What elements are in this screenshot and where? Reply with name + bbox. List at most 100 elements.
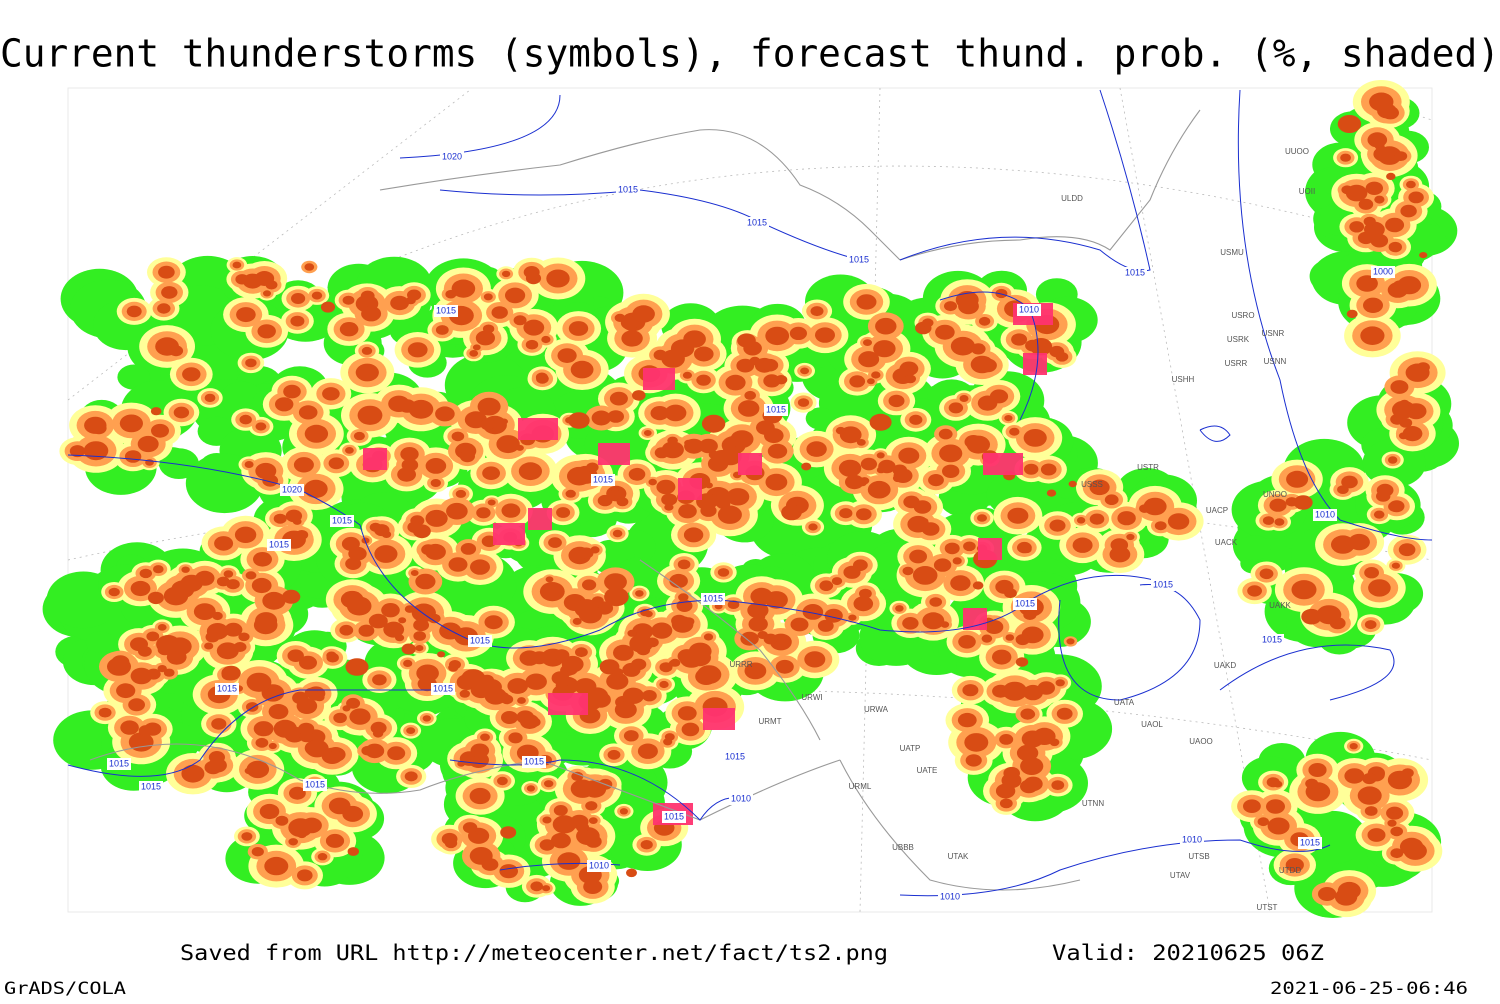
station-label: UAOO	[1189, 737, 1213, 746]
shade-blob	[508, 732, 523, 744]
shade-blob	[1390, 848, 1404, 859]
shade-blob	[358, 624, 375, 637]
isobar-label-bg	[522, 756, 546, 768]
isobar-label-bg	[662, 811, 686, 823]
shade-blob	[124, 450, 142, 463]
shade-blob	[750, 587, 773, 606]
shade-blob	[205, 631, 220, 643]
shade-blob	[501, 711, 518, 724]
station-label: UTST	[1257, 903, 1278, 912]
shade-blob	[1364, 620, 1377, 630]
shade-blob	[255, 422, 267, 431]
shade-blob	[519, 650, 540, 666]
shade-blob	[878, 459, 896, 474]
isobar-label-bg	[280, 484, 304, 496]
shade-blob	[958, 635, 976, 649]
shade-blob	[482, 466, 500, 481]
shade-blob	[223, 570, 234, 578]
shade-blob	[867, 378, 875, 385]
shade-blob	[824, 608, 843, 623]
shade-blob	[921, 522, 940, 536]
shade-blob	[775, 659, 794, 674]
shade-blob	[606, 672, 629, 690]
shade-blob	[542, 816, 552, 824]
shade-blob	[242, 273, 263, 289]
shade-blob	[1266, 777, 1280, 788]
shade-blob	[888, 394, 905, 408]
shade-blob	[839, 508, 853, 519]
shade-blob	[848, 614, 857, 621]
station-label: UNOO	[1263, 490, 1287, 499]
shade-blob	[372, 729, 384, 738]
shade-blob	[909, 414, 923, 425]
shade-blob	[968, 737, 982, 748]
shade-blob	[1394, 151, 1408, 162]
timestamp: 2021-06-25-06:46	[1270, 979, 1468, 999]
shade-blob	[1349, 221, 1365, 233]
shade-blob	[552, 815, 577, 834]
isobar-label-bg	[1371, 266, 1395, 278]
shade-blob	[873, 340, 896, 358]
isobar-label-bg	[1017, 304, 1041, 316]
shade-blob	[275, 397, 294, 412]
shade-blob	[253, 616, 278, 635]
shade-blob	[244, 461, 254, 468]
shade-blob	[810, 306, 824, 317]
shade-blob	[1005, 634, 1015, 641]
shade-blob	[211, 718, 227, 730]
shade-blob	[138, 646, 152, 657]
shade-blob	[496, 435, 520, 454]
storm-symbol	[363, 448, 387, 470]
shade-blob	[1020, 779, 1038, 794]
shade-blob	[157, 624, 167, 631]
shade-blob	[304, 263, 315, 271]
isobar-label: 1015	[1262, 634, 1282, 644]
shade-blob	[1334, 888, 1358, 906]
shade-blob	[1143, 497, 1167, 516]
shade-blob	[694, 346, 714, 362]
shade-blob	[1262, 516, 1275, 525]
shade-blob	[291, 293, 306, 304]
shade-blob	[403, 659, 413, 668]
shade-blob	[273, 513, 287, 524]
shade-blob	[669, 573, 688, 589]
shade-blob	[767, 443, 788, 459]
storm-symbol	[643, 368, 675, 390]
shade-blob	[1004, 588, 1017, 599]
shade-blob	[568, 321, 589, 336]
shade-blob	[304, 424, 329, 443]
station-label: URRR	[729, 660, 752, 669]
shade-blob	[288, 818, 313, 838]
isobar-label: 1015	[849, 254, 869, 264]
shade-blob	[157, 303, 171, 314]
shade-blob	[298, 722, 315, 736]
shade-blob	[483, 293, 493, 301]
shade-blob	[388, 395, 410, 412]
isobar-label-bg	[267, 539, 291, 551]
shade-blob	[487, 499, 496, 506]
shade-blob	[612, 529, 623, 538]
isobar-label-bg	[701, 593, 725, 605]
shade-blob	[1068, 480, 1077, 488]
shade-blob	[1023, 684, 1043, 701]
shade-blob	[1356, 275, 1378, 292]
shade-blob	[671, 614, 688, 628]
shade-blob	[1015, 634, 1030, 646]
shade-blob	[909, 549, 927, 564]
shade-blob	[1286, 470, 1309, 488]
storm-symbol	[548, 693, 588, 715]
shade-blob	[445, 289, 457, 299]
isobar-label: 1015	[593, 474, 613, 484]
shade-blob	[1357, 786, 1382, 805]
shade-blob	[226, 579, 240, 590]
shade-blob	[1291, 580, 1317, 600]
shade-blob	[459, 689, 470, 698]
storm-symbol	[703, 708, 735, 730]
shade-blob	[1364, 567, 1379, 579]
shade-blob	[819, 580, 833, 591]
shade-blob	[525, 673, 547, 690]
shade-blob	[539, 839, 555, 851]
station-label: USSS	[1081, 480, 1103, 489]
shade-blob	[661, 349, 685, 368]
shade-blob	[800, 367, 810, 375]
